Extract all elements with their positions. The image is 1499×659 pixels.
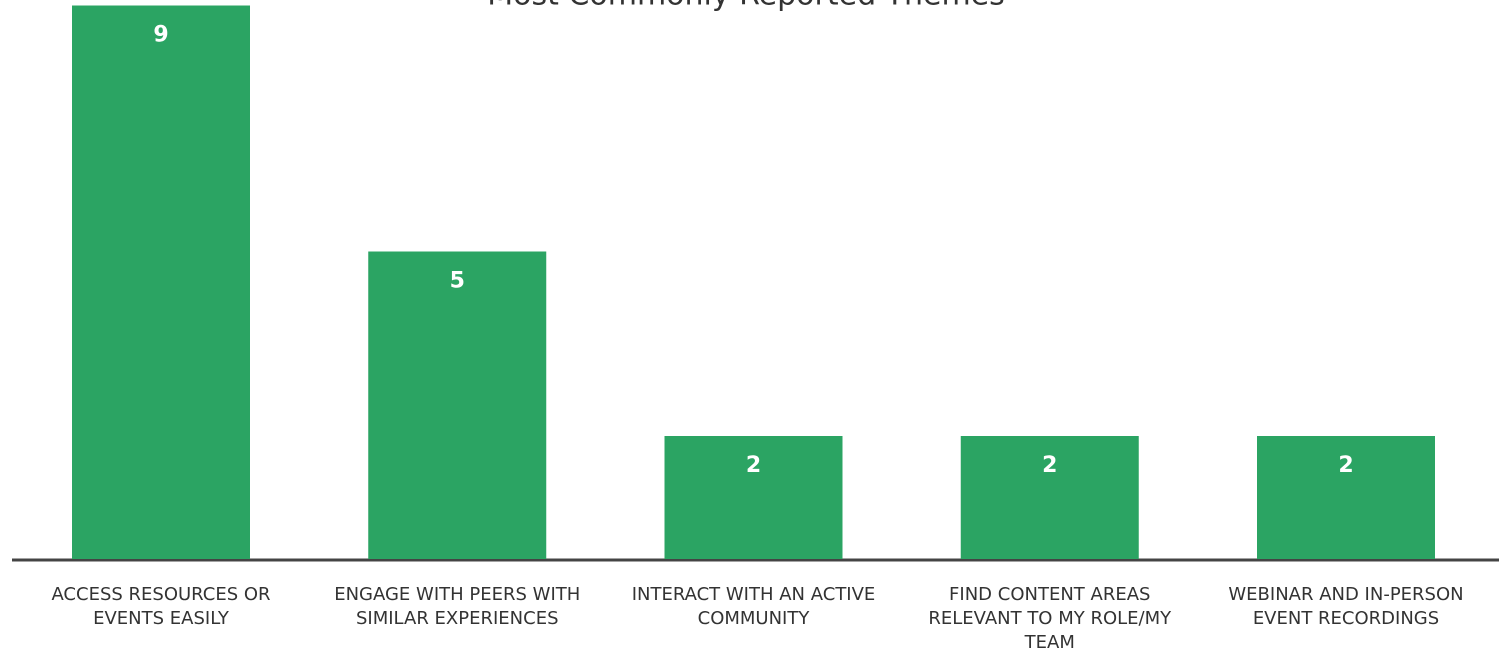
- bar: [72, 5, 250, 559]
- x-tick-label: INTERACT WITH AN ACTIVE COMMUNITY: [631, 584, 876, 629]
- bar: [1257, 436, 1435, 559]
- value-label: 9: [153, 23, 168, 48]
- value-label: 2: [1042, 453, 1057, 478]
- x-tick-label: ACCESS RESOURCES OR EVENTS EASILY: [51, 584, 271, 629]
- value-label: 2: [746, 453, 761, 478]
- bar: [664, 436, 843, 559]
- chart-title: Most Commonly Reported Themes: [487, 0, 1005, 13]
- bar: [368, 251, 547, 559]
- value-label: 2: [1338, 453, 1353, 478]
- x-tick-label: ENGAGE WITH PEERS WITH SIMILAR EXPERIENC…: [334, 584, 581, 629]
- x-tick-label: FIND CONTENT AREAS RELEVANT TO MY ROLE/M…: [928, 584, 1172, 653]
- value-label: 5: [450, 269, 465, 294]
- bar: [960, 436, 1139, 559]
- x-tick-label: WEBINAR AND IN-PERSON EVENT RECORDINGS: [1228, 584, 1464, 629]
